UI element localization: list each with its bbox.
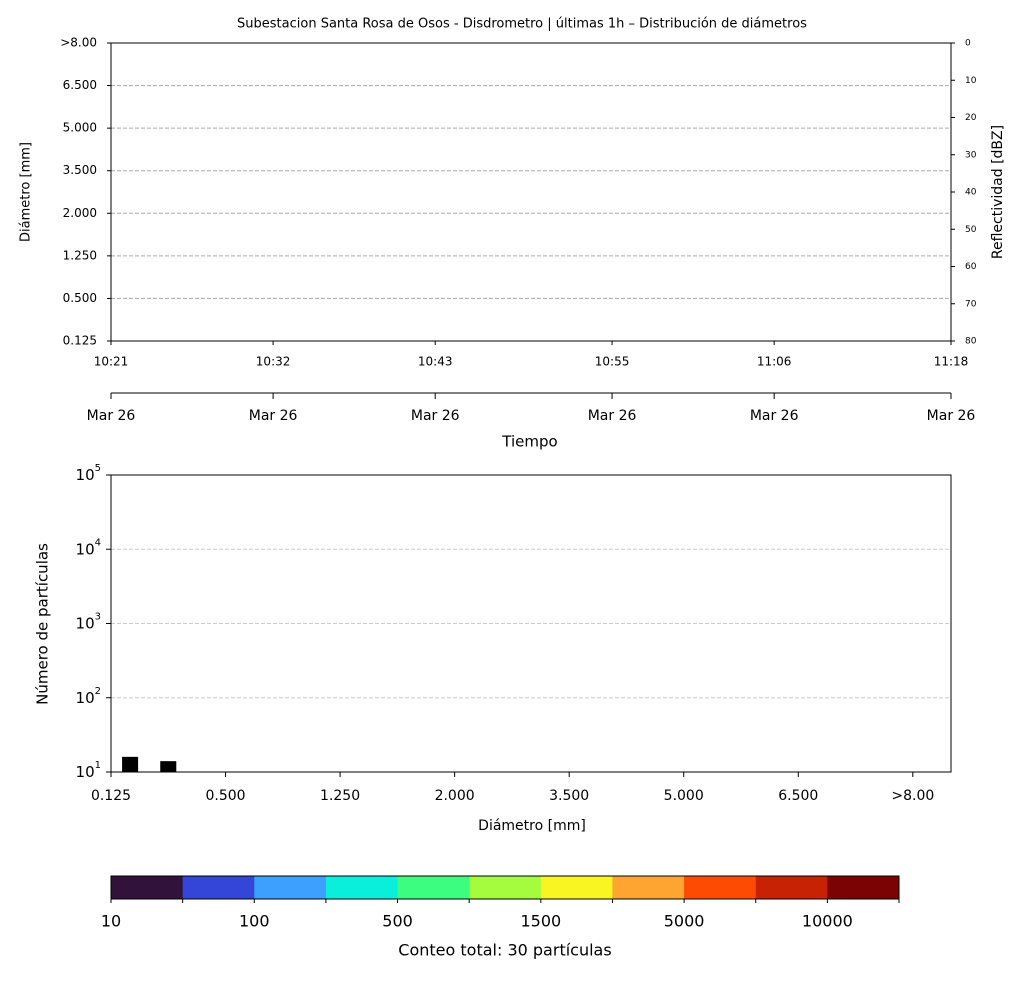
y2-tick-label: 60: [965, 262, 977, 272]
y-tick-exponent: 3: [95, 612, 101, 623]
x-tick-label: 10:55: [595, 355, 630, 369]
y-tick-label: 6.500: [63, 78, 97, 92]
y-tick-base: 10: [76, 763, 95, 781]
colorbar-tick-label: 500: [382, 912, 413, 931]
y-tick-label: 0.500: [63, 291, 97, 305]
y-axis-label: Número de partículas: [34, 543, 52, 705]
y2-tick-label: 80: [965, 337, 977, 347]
colorbar-frame: [110, 875, 900, 900]
colorbar-tick-label: 10000: [802, 912, 853, 931]
y-tick-label: 102: [76, 686, 101, 707]
x-tick-label: 1.250: [320, 788, 360, 804]
colorbar-segment: [254, 876, 327, 899]
x-axis-label: Diámetro [mm]: [478, 818, 586, 834]
x-tick-label: 10:21: [94, 355, 129, 369]
x2-tick-label: Mar 26: [750, 408, 799, 424]
y-tick-exponent: 2: [95, 686, 101, 697]
x-tick-label: >8.00: [891, 788, 934, 804]
colorbar-segment: [540, 876, 613, 899]
y-tick-exponent: 1: [95, 760, 101, 771]
y2-axis-label: Reflectividad [dBZ]: [990, 125, 1006, 259]
y-tick-base: 10: [76, 540, 95, 558]
y-axis-label: Diámetro [mm]: [19, 142, 34, 242]
plot-frame: [110, 474, 952, 773]
y2-tick-label: 30: [965, 150, 977, 160]
y2-tick-label: 0: [965, 39, 971, 49]
x2-tick-label: Mar 26: [588, 408, 637, 424]
x-tick-label: 11:06: [757, 355, 792, 369]
y2-tick-label: 20: [965, 113, 977, 123]
colorbar-segment: [397, 876, 470, 899]
y-tick-label: 3.500: [63, 163, 97, 177]
y-tick-base: 10: [76, 466, 95, 484]
colorbar-segment: [182, 876, 255, 899]
y2-tick-label: 10: [965, 76, 977, 86]
y-tick-label: 0.125: [63, 334, 97, 348]
y2-tick-label: 50: [965, 225, 977, 235]
y-tick-label: 1.250: [63, 248, 97, 262]
colorbar-segment: [612, 876, 685, 899]
y-tick-label: 104: [76, 537, 101, 558]
y-tick-base: 10: [76, 688, 95, 706]
plot-frame: [110, 42, 952, 342]
x-tick-label: 10:43: [418, 355, 453, 369]
colorbar-tick-label: 10: [101, 912, 121, 931]
colorbar-segment: [684, 876, 757, 899]
x-tick-label: 11:18: [934, 355, 969, 369]
x-tick-label: 5.000: [664, 788, 704, 804]
colorbar-segment: [325, 876, 399, 899]
x2-tick-label: Mar 26: [87, 408, 136, 424]
colorbar-tick-label: 1500: [520, 912, 561, 931]
y-tick-label: 103: [76, 612, 101, 633]
colorbar-tick-label: 5000: [664, 912, 705, 931]
x2-tick-label: Mar 26: [249, 408, 298, 424]
x2-tick-label: Mar 26: [927, 408, 976, 424]
colorbar-segment: [827, 876, 900, 899]
chart-title: Subestacion Santa Rosa de Osos - Disdrom…: [237, 17, 807, 32]
y2-tick-label: 70: [965, 299, 977, 309]
x-tick-label: 6.500: [778, 788, 818, 804]
bar: [122, 756, 139, 772]
colorbar-label: Conteo total: 30 partículas: [398, 941, 611, 960]
y-tick-label: 5.000: [63, 121, 97, 135]
x-tick-label: 0.500: [205, 788, 245, 804]
y-tick-exponent: 5: [95, 463, 101, 474]
y-tick-label: 2.000: [63, 206, 97, 220]
colorbar-segment: [111, 876, 184, 899]
x-tick-label: 10:32: [256, 355, 291, 369]
x-tick-label: 3.500: [549, 788, 589, 804]
bar: [160, 761, 177, 772]
x-tick-label: 2.000: [435, 788, 475, 804]
y-tick-label: >8.00: [60, 36, 97, 50]
y-tick-label: 101: [76, 760, 101, 781]
x-tick-label: 0.125: [91, 788, 131, 804]
colorbar-segment: [469, 876, 542, 899]
x2-tick-label: Mar 26: [411, 408, 460, 424]
y-tick-base: 10: [76, 614, 95, 632]
y-tick-label: 105: [76, 463, 101, 484]
y2-tick-label: 40: [965, 188, 977, 198]
colorbar-segment: [755, 876, 828, 899]
x-axis-label: Tiempo: [501, 433, 557, 451]
colorbar-tick-label: 100: [239, 912, 270, 931]
y-tick-exponent: 4: [95, 537, 101, 548]
